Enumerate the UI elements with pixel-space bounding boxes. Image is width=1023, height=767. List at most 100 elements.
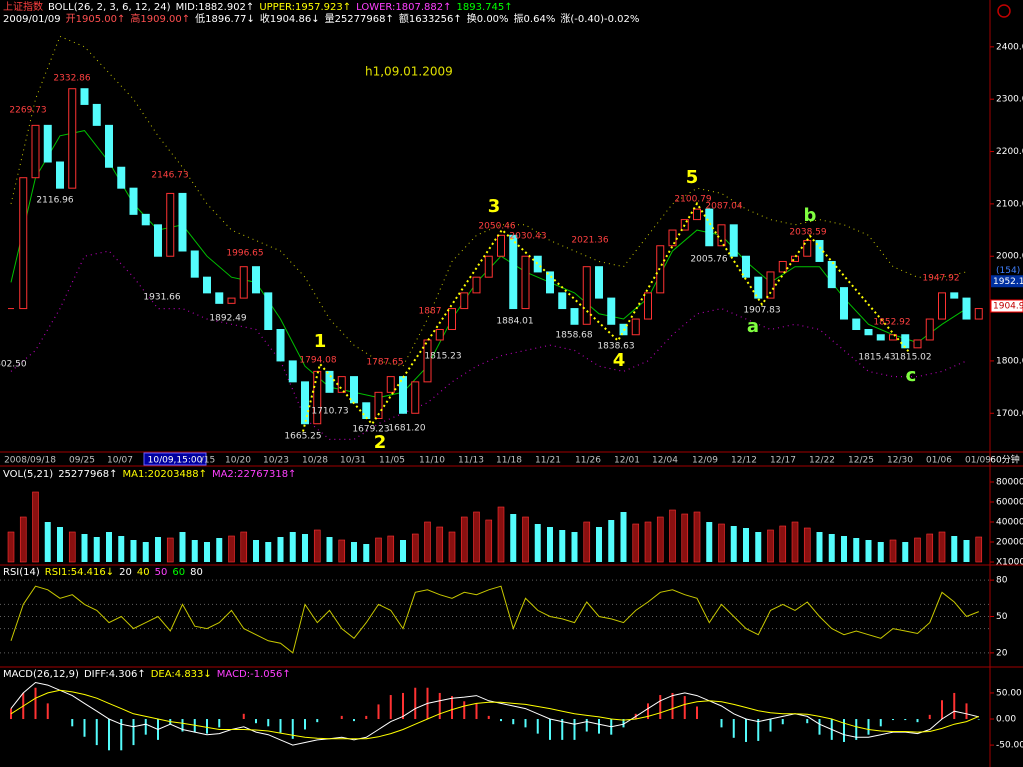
header-item: 开1905.00↑ (66, 14, 126, 25)
header-level: 50 (155, 567, 168, 578)
volume-bar (240, 531, 248, 563)
volume-bar (338, 539, 346, 563)
low-label: 1681.20 (388, 424, 425, 434)
candle (56, 161, 64, 189)
x-tick-label: /15 (201, 456, 215, 466)
header-level: 20 (119, 567, 132, 578)
x-tick-label: 11/26 (575, 456, 601, 466)
volume-bar (68, 531, 76, 563)
volume-bar (571, 532, 578, 562)
candle (729, 224, 738, 257)
volume-bar (375, 537, 382, 563)
candle (399, 376, 407, 414)
candle (325, 370, 334, 393)
candle (595, 266, 603, 299)
volume-bar (841, 536, 847, 562)
x-tick-label: 10/28 (302, 456, 328, 466)
candle (411, 381, 420, 414)
candle (546, 271, 554, 294)
y-tick-label: 20000 (996, 538, 1023, 548)
candle (337, 376, 346, 393)
volume-bar (228, 535, 235, 563)
high-label: 2087.04 (705, 202, 742, 212)
x-tick-label: 11/05 (379, 456, 405, 466)
panel-header: VOL(5,21) 25277968↑ MA1:20203488↑ MA2:22767… (3, 469, 296, 480)
cursor-box (143, 452, 207, 466)
volume-bar (179, 532, 186, 562)
volume-bar (865, 540, 872, 562)
volume-bar (644, 521, 652, 563)
wave-label: b (804, 205, 817, 226)
high-label: 1787.65 (366, 358, 403, 368)
header-item: MID:1882.902↑ (176, 2, 255, 13)
volume-bar (411, 533, 419, 563)
header-item: 高1909.00↑ (130, 12, 190, 25)
low-label: 1907.83 (743, 306, 780, 316)
low-label: 1679.23 (352, 425, 389, 435)
volume-bar (118, 536, 125, 562)
candle (301, 381, 309, 425)
high-label: 1887 (419, 307, 442, 317)
volume-bar (975, 536, 983, 563)
volume-bar (902, 542, 909, 562)
marker-box (991, 275, 1023, 288)
macd-line (10, 689, 979, 740)
x-tick-label: 09/25 (69, 456, 95, 466)
y-tick-label: 2300.00 (996, 95, 1023, 105)
candle (68, 88, 77, 189)
candle (203, 276, 211, 294)
volume-bar (19, 516, 27, 563)
panel-header: 上证指数 BOLL(26, 2, 3, 6, 12, 24) MID:1882.90… (3, 0, 513, 13)
x-tick-label: 2008/09/18 (4, 456, 56, 466)
low-label: 1815.02 (894, 353, 931, 363)
volume-bar (791, 521, 799, 563)
volume-bar (351, 542, 357, 562)
volume-bar (460, 516, 468, 563)
candle (754, 276, 763, 299)
volume-bar (166, 537, 174, 563)
candle (117, 166, 126, 189)
y-tick-label: 1800.00 (996, 356, 1023, 366)
x-tick-label: 10/20 (225, 456, 251, 466)
candle (864, 329, 873, 336)
candle (827, 260, 836, 289)
candle (558, 292, 567, 310)
header-level: 80 (190, 567, 203, 578)
volume-bar (803, 527, 811, 563)
y-tick-label: 0.00 (996, 715, 1016, 725)
candle (938, 292, 946, 320)
volume-bar (7, 531, 15, 563)
x-tick-label: 10/31 (340, 456, 366, 466)
y-tick-label: 80000 (996, 478, 1023, 488)
high-label: 2030.43 (509, 232, 546, 242)
header-level: 40 (137, 567, 150, 578)
candle (374, 391, 383, 419)
wave-label: a (747, 316, 759, 337)
volume-bar (963, 540, 970, 562)
candle (141, 213, 150, 226)
high-label: 2332.86 (53, 74, 90, 84)
high-label: 1996.65 (226, 249, 263, 259)
y-tick-label: X10000 (996, 558, 1023, 568)
x-tick-label: 12/09 (692, 456, 718, 466)
volume-bar (767, 529, 774, 563)
low-label: 1665.25 (284, 432, 321, 442)
candle (521, 255, 530, 310)
low-label: 1858.68 (555, 331, 592, 341)
candle (423, 339, 432, 383)
wave-label: 1 (314, 331, 327, 352)
volume-bar (681, 513, 689, 563)
candle (901, 334, 910, 349)
x-tick-label: 12/04 (652, 456, 678, 466)
header-item: 收1904.86↓ (260, 12, 320, 25)
candle (913, 339, 922, 349)
volume-bar (779, 525, 787, 563)
volume-bar (951, 536, 958, 562)
x-tick-label: 10/23 (263, 456, 289, 466)
header-item: 量25277968↑ (325, 13, 394, 25)
marker-count: (154) (996, 266, 1020, 276)
volume-bar (755, 532, 762, 562)
window-icon[interactable] (997, 4, 1011, 18)
volume-bar (155, 537, 161, 562)
low-label: 1815.23 (424, 352, 461, 362)
